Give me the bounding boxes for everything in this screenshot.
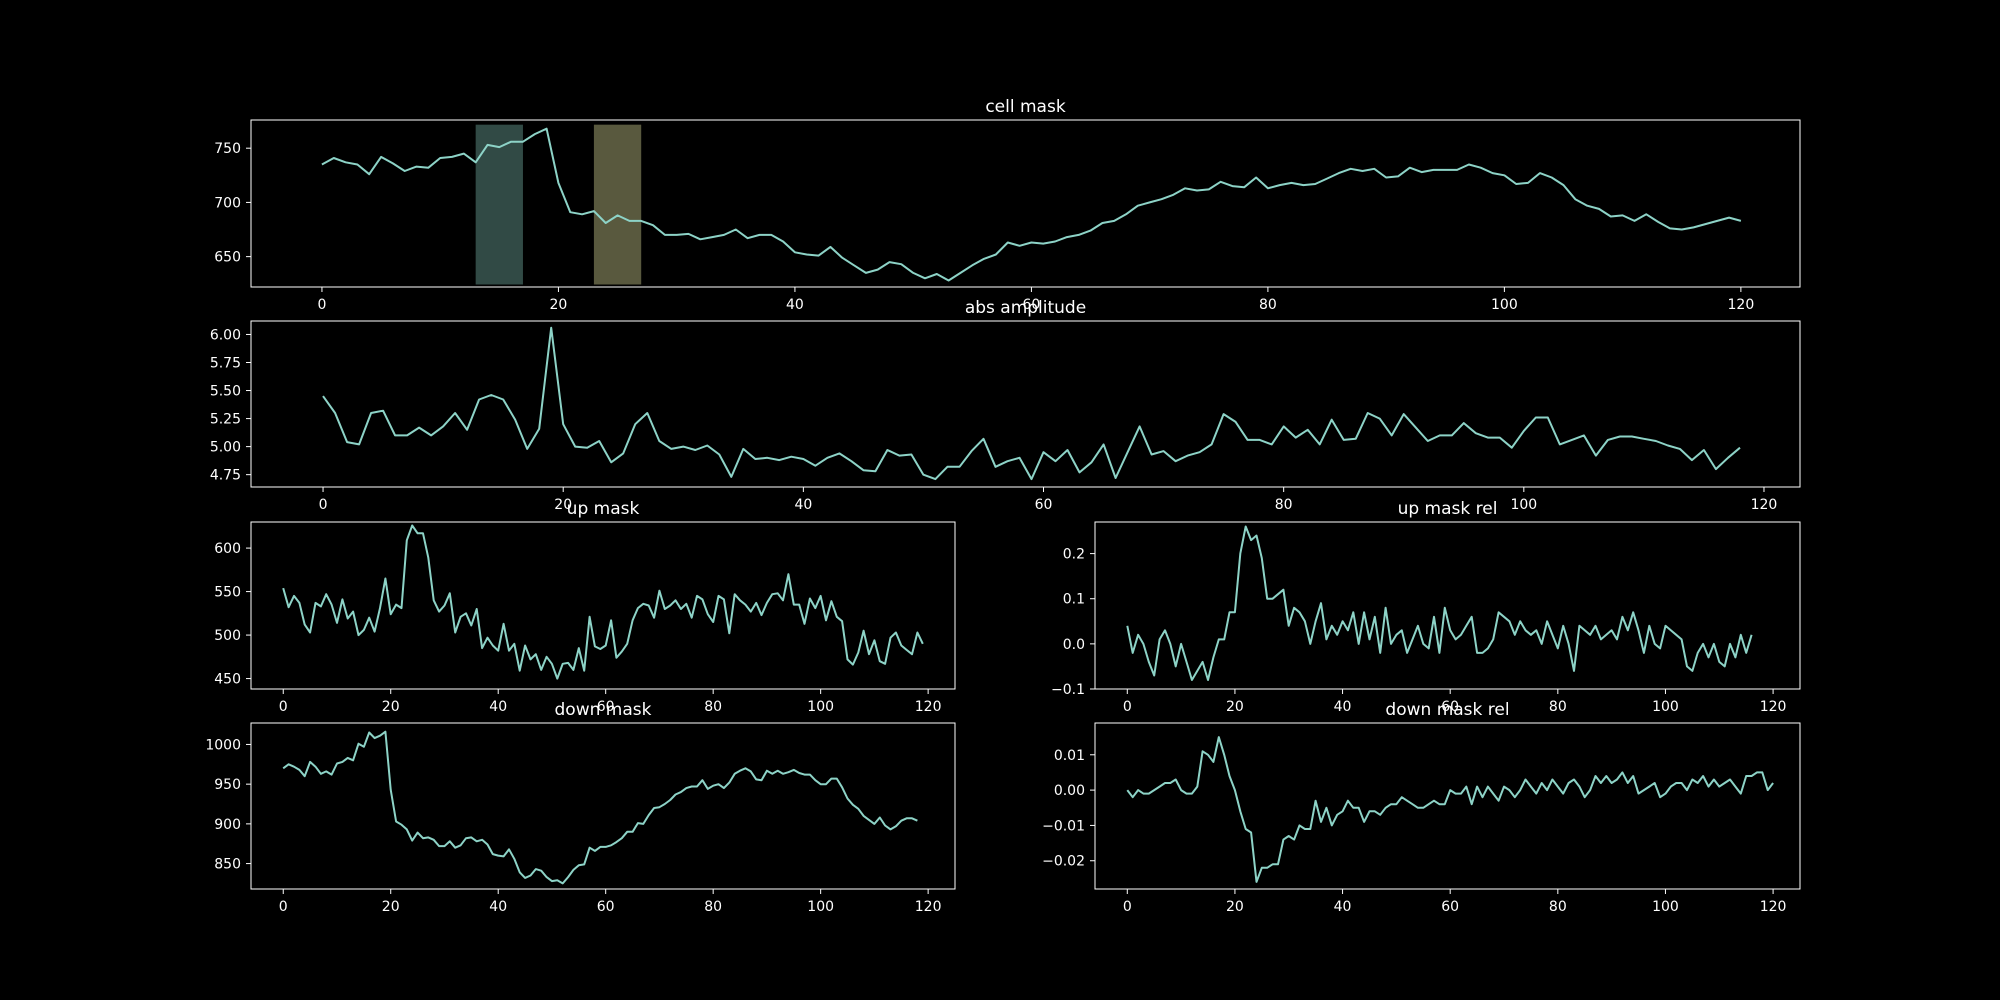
y-tick-label: 4.75 (210, 468, 241, 484)
axes-frame (250, 320, 1801, 488)
x-tick-label: 100 (1652, 899, 1679, 915)
y-tick-label: 5.75 (210, 356, 241, 372)
x-tick-label: 20 (1226, 699, 1244, 715)
x-tick-label: 120 (915, 899, 942, 915)
y-tick-label: 650 (214, 250, 241, 266)
x-tick-label: 60 (1441, 699, 1459, 715)
highlight-span (593, 124, 642, 285)
series-line (1126, 736, 1774, 883)
x-tick-label: 60 (597, 899, 615, 915)
chart-panel-3: 0 20 40 60 80 100 120 −0.1 0.0 0.1 0.2 up mask rel (1051, 499, 1801, 715)
highlight-span (475, 124, 523, 285)
chart-title: abs amplitude (965, 298, 1086, 318)
y-tick-label: 5.00 (210, 440, 241, 456)
y-tick-label: 1000 (205, 737, 241, 753)
chart-title: up mask rel (1398, 499, 1498, 519)
x-tick-label: 0 (317, 297, 326, 313)
y-tick-label: 850 (214, 857, 241, 873)
y-tick-label: 0.0 (1063, 637, 1085, 653)
x-tick-label: 80 (1259, 297, 1277, 313)
chart-title: cell mask (985, 97, 1065, 117)
x-tick-label: 0 (1123, 899, 1132, 915)
y-tick-label: 5.50 (210, 384, 241, 400)
y-tick-label: 550 (214, 585, 241, 601)
y-tick-label: 6.00 (210, 327, 241, 343)
x-tick-label: 120 (1760, 899, 1787, 915)
x-tick-label: 100 (807, 699, 834, 715)
x-tick-label: 80 (1549, 899, 1567, 915)
x-tick-label: 60 (1035, 497, 1053, 513)
x-tick-label: 80 (704, 899, 722, 915)
y-tick-label: −0.1 (1051, 682, 1085, 698)
x-tick-label: 40 (1334, 899, 1352, 915)
y-tick-label: 0.1 (1063, 592, 1085, 608)
series-line (282, 524, 924, 680)
y-tick-label: 5.25 (210, 412, 241, 428)
x-tick-label: 120 (1760, 699, 1787, 715)
x-tick-label: 60 (1441, 899, 1459, 915)
x-tick-label: 40 (489, 899, 507, 915)
series-line (321, 127, 1742, 282)
x-tick-label: 120 (915, 699, 942, 715)
x-tick-label: 20 (382, 899, 400, 915)
y-tick-label: 950 (214, 777, 241, 793)
y-tick-label: 0.01 (1054, 748, 1085, 764)
axes-frame (250, 722, 956, 890)
x-tick-label: 80 (1275, 497, 1293, 513)
x-tick-label: 40 (794, 497, 812, 513)
x-tick-label: 100 (807, 899, 834, 915)
x-tick-label: 80 (1549, 699, 1567, 715)
x-tick-label: 40 (1334, 699, 1352, 715)
y-tick-label: 0.00 (1054, 783, 1085, 799)
x-tick-label: 0 (1123, 699, 1132, 715)
x-tick-label: 20 (554, 497, 572, 513)
chart-panel-0: 0 20 40 60 80 100 120 650 700 750 cell mask (214, 97, 1801, 313)
x-tick-label: 0 (279, 699, 288, 715)
y-tick-label: −0.02 (1042, 854, 1085, 870)
x-tick-label: 100 (1510, 497, 1537, 513)
x-tick-label: 40 (489, 699, 507, 715)
x-tick-label: 20 (1226, 899, 1244, 915)
chart-panel-1: 0 20 40 60 80 100 120 4.75 5.00 5.25 5.50 5.75 6.00 a… (210, 298, 1801, 513)
axes-frame (1094, 521, 1801, 690)
y-tick-label: 0.2 (1063, 547, 1085, 563)
y-tick-label: 600 (214, 541, 241, 557)
chart-panel-5: 0 20 40 60 80 100 120 −0.02 −0.01 0.00 0.01 down ma… (1042, 700, 1801, 915)
y-tick-label: −0.01 (1042, 818, 1085, 834)
x-tick-label: 40 (786, 297, 804, 313)
chart-title: down mask rel (1385, 700, 1509, 720)
series-line (1126, 525, 1753, 681)
series-line (322, 326, 1741, 481)
chart-panels: 0 20 40 60 80 100 120 650 700 750 cell mask 0 20 40 60… (205, 97, 1801, 915)
chart-panel-2: 0 20 40 60 80 100 120 450 500 550 600 up mask (214, 499, 956, 715)
x-tick-label: 80 (704, 699, 722, 715)
x-tick-label: 100 (1652, 699, 1679, 715)
x-tick-label: 60 (1022, 297, 1040, 313)
axes-frame (250, 521, 956, 690)
chart-title: up mask (567, 499, 640, 519)
x-tick-label: 100 (1491, 297, 1518, 313)
y-tick-label: 450 (214, 672, 241, 688)
x-tick-label: 120 (1728, 297, 1755, 313)
axes-frame (1094, 722, 1801, 890)
x-tick-label: 120 (1751, 497, 1778, 513)
x-tick-label: 0 (319, 497, 328, 513)
x-tick-label: 0 (279, 899, 288, 915)
y-tick-label: 900 (214, 817, 241, 833)
x-tick-label: 60 (597, 699, 615, 715)
chart-title: down mask (555, 700, 652, 720)
x-tick-label: 20 (382, 699, 400, 715)
series-line (282, 730, 918, 885)
y-tick-label: 500 (214, 628, 241, 644)
y-tick-label: 750 (214, 141, 241, 157)
y-tick-label: 700 (214, 195, 241, 211)
axes-frame (250, 119, 1801, 288)
x-tick-label: 20 (550, 297, 568, 313)
